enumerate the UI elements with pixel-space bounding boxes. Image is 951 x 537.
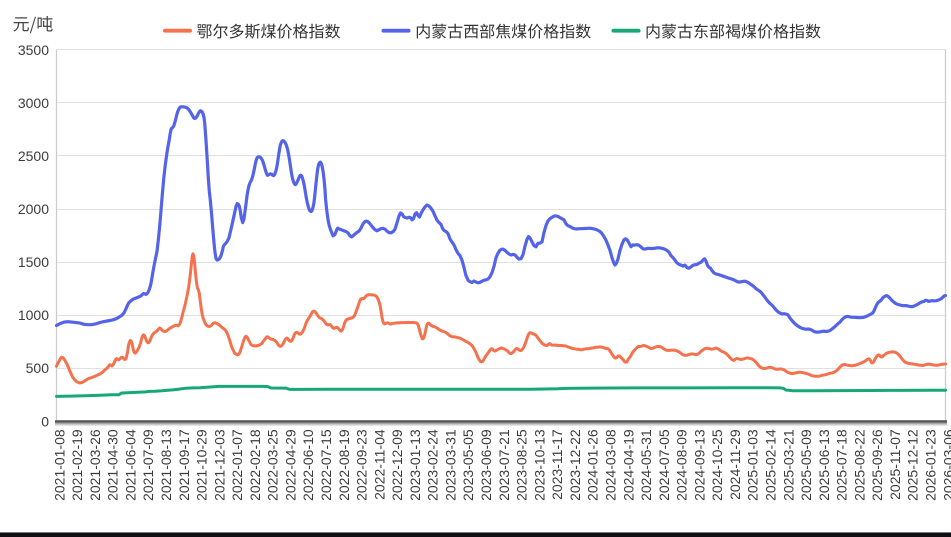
svg-text:2024-10-25: 2024-10-25 (709, 429, 725, 501)
svg-text:2026-01-23: 2026-01-23 (923, 429, 939, 501)
svg-text:2022-07-15: 2022-07-15 (318, 429, 334, 501)
svg-text:2023-08-25: 2023-08-25 (514, 429, 530, 501)
svg-text:2025-06-13: 2025-06-13 (816, 429, 832, 501)
svg-text:2000: 2000 (18, 201, 49, 217)
svg-text:2022-03-25: 2022-03-25 (265, 429, 281, 501)
svg-text:2026-03-06: 2026-03-06 (940, 429, 951, 501)
svg-text:2021-07-09: 2021-07-09 (140, 429, 156, 501)
svg-text:2025-01-03: 2025-01-03 (745, 429, 761, 501)
svg-text:1500: 1500 (18, 254, 49, 270)
svg-text:2023-03-31: 2023-03-31 (443, 429, 459, 501)
svg-text:2022-02-18: 2022-02-18 (247, 429, 263, 501)
svg-text:2021-08-13: 2021-08-13 (158, 429, 174, 501)
svg-text:2023-07-21: 2023-07-21 (496, 429, 512, 501)
svg-text:2025-05-09: 2025-05-09 (798, 429, 814, 501)
svg-text:2024-07-05: 2024-07-05 (656, 429, 672, 501)
svg-text:2023-05-05: 2023-05-05 (460, 429, 476, 501)
svg-text:0: 0 (41, 413, 49, 429)
svg-text:2023-10-13: 2023-10-13 (531, 429, 547, 501)
svg-text:2021-09-17: 2021-09-17 (176, 429, 192, 501)
svg-text:2022-11-04: 2022-11-04 (371, 429, 387, 500)
svg-text:2021-06-04: 2021-06-04 (122, 429, 138, 501)
svg-text:3500: 3500 (18, 42, 49, 58)
svg-text:2025-12-12: 2025-12-12 (905, 429, 921, 501)
svg-text:2024-09-13: 2024-09-13 (691, 429, 707, 501)
svg-text:3000: 3000 (18, 95, 49, 111)
svg-text:2021-01-08: 2021-01-08 (51, 429, 67, 501)
svg-text:2021-03-26: 2021-03-26 (87, 429, 103, 501)
svg-text:2500: 2500 (18, 148, 49, 164)
svg-text:1000: 1000 (18, 307, 49, 323)
svg-text:2025-02-14: 2025-02-14 (763, 429, 779, 501)
svg-text:2024-11-29: 2024-11-29 (727, 429, 743, 500)
svg-text:2025-11-07: 2025-11-07 (887, 429, 903, 500)
svg-text:2022-04-29: 2022-04-29 (282, 429, 298, 501)
svg-text:2021-04-30: 2021-04-30 (105, 429, 121, 501)
svg-text:2022-01-07: 2022-01-07 (229, 429, 245, 501)
svg-text:2022-09-23: 2022-09-23 (354, 429, 370, 501)
svg-text:2023-12-22: 2023-12-22 (567, 429, 583, 501)
svg-text:2025-09-26: 2025-09-26 (869, 429, 885, 501)
svg-text:2022-08-19: 2022-08-19 (336, 429, 352, 501)
svg-text:2021-12-03: 2021-12-03 (211, 429, 227, 501)
svg-text:2024-04-19: 2024-04-19 (620, 429, 636, 501)
svg-text:2021-02-19: 2021-02-19 (69, 429, 85, 501)
svg-text:2023-11-17: 2023-11-17 (549, 429, 565, 500)
svg-text:500: 500 (26, 360, 50, 376)
svg-text:2022-12-09: 2022-12-09 (389, 429, 405, 501)
svg-text:2025-03-21: 2025-03-21 (780, 429, 796, 501)
svg-text:2025-07-18: 2025-07-18 (834, 429, 850, 501)
svg-text:2023-06-09: 2023-06-09 (478, 429, 494, 501)
svg-text:2023-02-24: 2023-02-24 (425, 429, 441, 501)
svg-text:2023-01-13: 2023-01-13 (407, 429, 423, 501)
svg-text:2022-06-10: 2022-06-10 (300, 429, 316, 501)
svg-text:2024-01-26: 2024-01-26 (585, 429, 601, 501)
svg-text:2025-08-22: 2025-08-22 (851, 429, 867, 501)
svg-text:2024-05-31: 2024-05-31 (638, 429, 654, 501)
svg-text:2024-03-08: 2024-03-08 (603, 429, 619, 501)
svg-text:2024-08-09: 2024-08-09 (674, 429, 690, 501)
svg-text:2021-10-29: 2021-10-29 (194, 429, 210, 501)
